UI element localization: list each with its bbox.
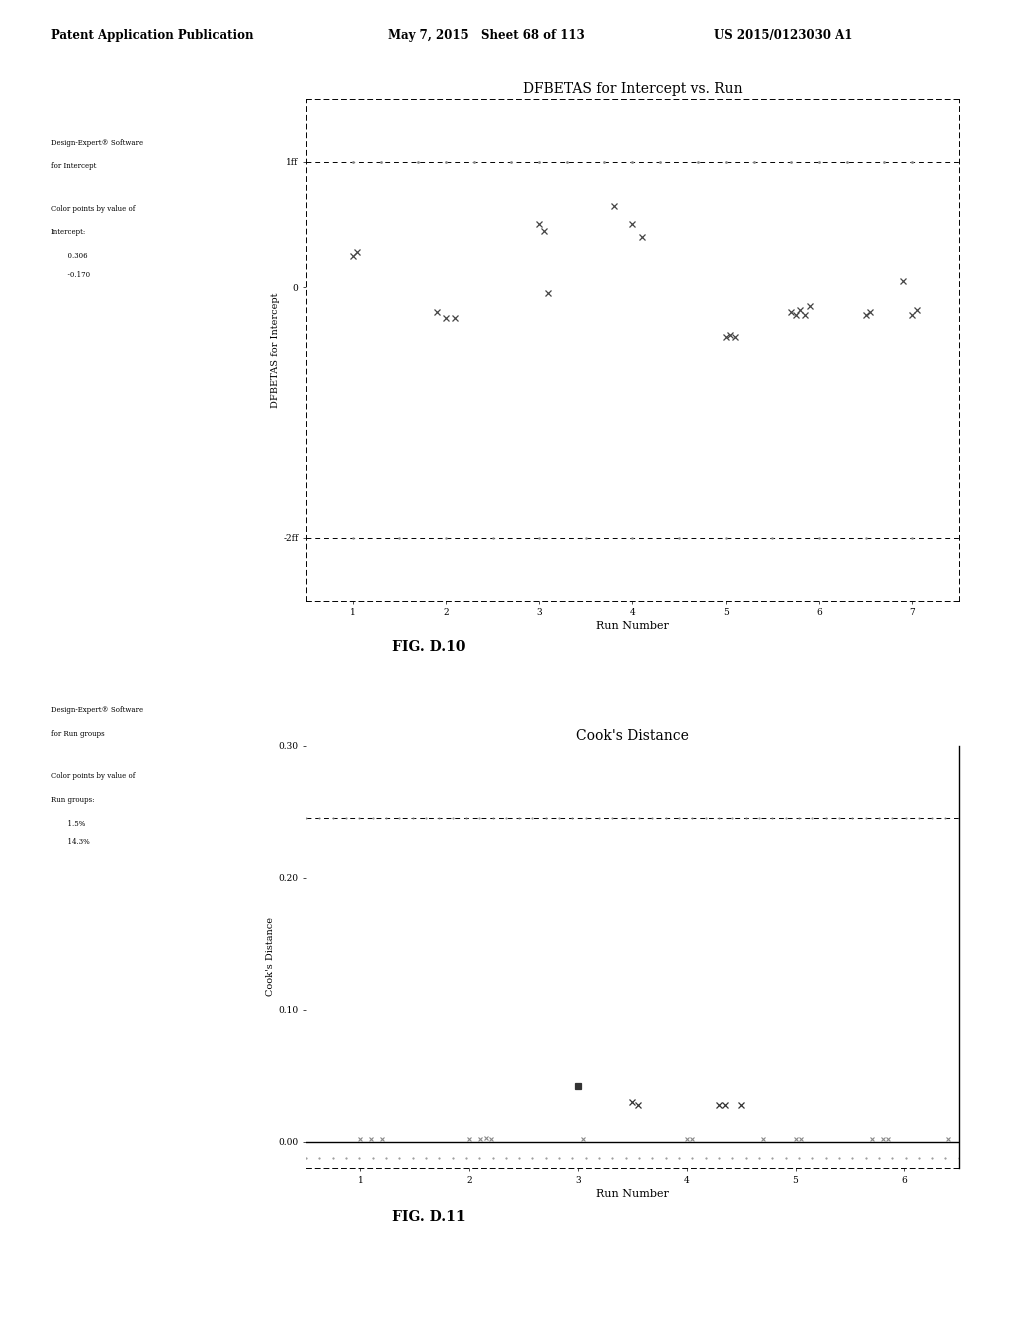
Text: 1.5%: 1.5%	[63, 820, 86, 828]
Text: FIG. D.11: FIG. D.11	[391, 1210, 465, 1225]
Text: Patent Application Publication: Patent Application Publication	[51, 29, 254, 42]
Text: Intercept:: Intercept:	[51, 228, 87, 236]
Text: May 7, 2015   Sheet 68 of 113: May 7, 2015 Sheet 68 of 113	[387, 29, 584, 42]
Text: 0.306: 0.306	[63, 252, 88, 260]
Text: Color points by value of: Color points by value of	[51, 205, 136, 213]
Text: Run groups:: Run groups:	[51, 796, 95, 804]
Text: Design-Expert® Software: Design-Expert® Software	[51, 706, 143, 714]
Text: 14.3%: 14.3%	[63, 838, 90, 846]
Text: for Intercept: for Intercept	[51, 162, 96, 170]
Text: Design-Expert® Software: Design-Expert® Software	[51, 139, 143, 147]
Text: for Run groups: for Run groups	[51, 730, 105, 738]
X-axis label: Run Number: Run Number	[595, 1189, 668, 1199]
X-axis label: Run Number: Run Number	[595, 622, 668, 631]
Text: FIG. D.10: FIG. D.10	[391, 640, 465, 655]
Text: US 2015/0123030 A1: US 2015/0123030 A1	[713, 29, 852, 42]
Text: Color points by value of: Color points by value of	[51, 772, 136, 780]
Title: DFBETAS for Intercept vs. Run: DFBETAS for Intercept vs. Run	[522, 82, 742, 96]
Y-axis label: DFBETAS for Intercept: DFBETAS for Intercept	[271, 292, 280, 408]
Title: Cook's Distance: Cook's Distance	[576, 729, 688, 743]
Text: -0.170: -0.170	[63, 271, 91, 279]
Y-axis label: Cook's Distance: Cook's Distance	[266, 917, 275, 997]
